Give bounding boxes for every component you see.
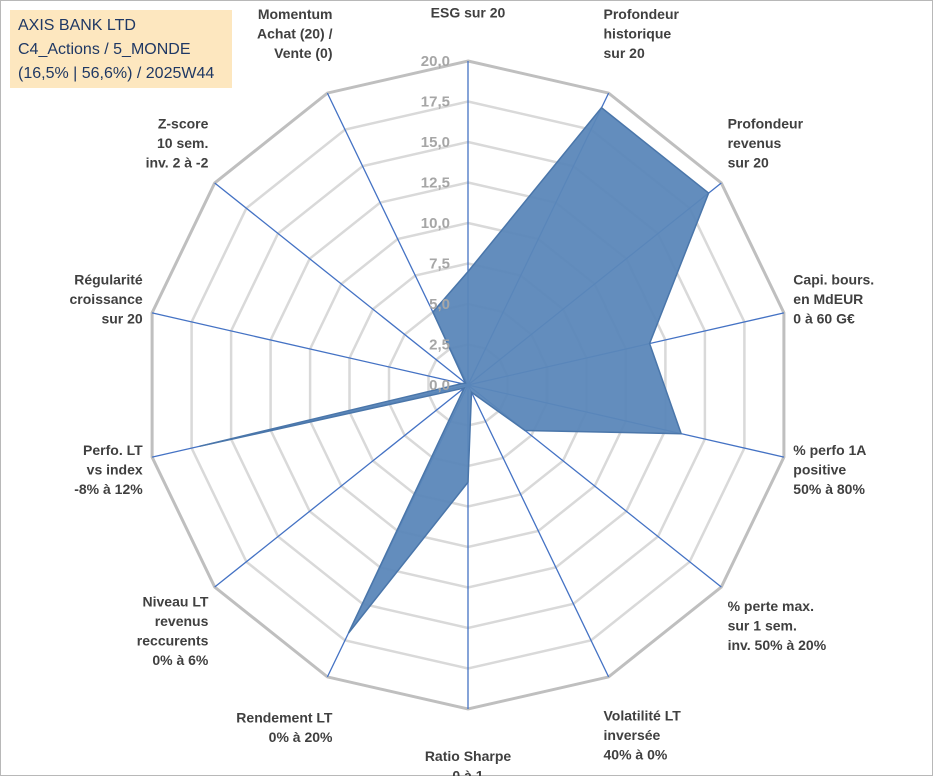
tick-label: 12,5 (421, 175, 450, 192)
tick-label: 20,0 (421, 53, 450, 70)
axis-label: Capi. bours. en MdEUR 0 à 60 G€ (793, 272, 874, 327)
axis-label-line: 10 sem. (157, 135, 208, 151)
info-box: AXIS BANK LTD C4_Actions / 5_MONDE (16,5… (10, 10, 232, 88)
axis-label-line: Volatilité LT (604, 708, 682, 724)
axis-label: % perte max. sur 1 sem. inv. 50% à 20% (728, 598, 827, 653)
tick-label: 5,0 (429, 296, 450, 313)
axis-label-line: Perfo. LT (83, 442, 143, 458)
axis-label-line: Rendement LT (236, 709, 333, 725)
axis-label: Niveau LT revenus reccurents 0% à 6% (137, 594, 209, 669)
axis-label-line: Z-score (158, 116, 209, 132)
axis-label-line: reccurents (137, 633, 209, 649)
axis-label-line: Ratio Sharpe (425, 748, 512, 764)
axis-label: Profondeur revenus sur 20 (728, 116, 804, 171)
axis-label-line: Niveau LT (143, 594, 209, 610)
axis-label-line: Profondeur (604, 6, 680, 22)
info-category: C4_Actions / 5_MONDE (18, 41, 191, 58)
axis-label-line: Profondeur (728, 116, 804, 132)
tick-label: 17,5 (421, 94, 450, 111)
axis-label-line: revenus (155, 613, 209, 629)
axis-label: Volatilité LT inversée 40% à 0% (604, 708, 682, 763)
axis-label: Régularité croissance sur 20 (70, 272, 143, 327)
axis-label-line: Vente (0) (274, 45, 332, 61)
axis-label-line: ESG sur 20 (431, 4, 506, 20)
axis-label-line: Momentum (258, 6, 333, 22)
axis-label-line: inv. 2 à -2 (146, 155, 209, 171)
axis-label: Momentum Achat (20) / Vente (0) (257, 6, 333, 61)
axis-label-line: inversée (604, 727, 661, 743)
axis-label-line: 40% à 0% (604, 747, 668, 763)
axis-label: Profondeur historique sur 20 (604, 6, 680, 61)
axis-label: Perfo. LT vs index -8% à 12% (74, 442, 143, 497)
tick-label: 7,5 (429, 256, 450, 273)
axis-label-line: 0% à 20% (269, 729, 333, 745)
axis-label-line: 0% à 6% (152, 652, 209, 668)
axis-label-line: sur 1 sem. (728, 617, 797, 633)
axis-label: Ratio Sharpe 0 à 1 (425, 748, 512, 776)
axis-label-line: sur 20 (101, 311, 142, 327)
label-layer: Note ESG sur 20 Profondeur historique sur 20… (70, 0, 875, 776)
axis-label-line: % perte max. (728, 598, 814, 614)
info-title: AXIS BANK LTD (18, 17, 136, 34)
tick-label: 2,5 (429, 337, 450, 354)
axis-label-line: % perfo 1A (793, 442, 866, 458)
axis-label-line: croissance (70, 291, 143, 307)
axis-label-line: Achat (20) / (257, 26, 333, 42)
tick-label: 10,0 (421, 215, 450, 232)
axis-spoke (151, 312, 469, 386)
axis-label-line: -8% à 12% (74, 481, 143, 497)
tick-layer: 0,0 2,5 5,0 7,5 10,0 12,5 15,0 17,5 20,0 (421, 53, 450, 394)
axis-spoke (467, 384, 610, 678)
axis-label-line: 0 à 60 G€ (793, 311, 855, 327)
axis-label-line: Régularité (74, 272, 143, 288)
axis-label-line: vs index (87, 461, 143, 477)
axis-label: Rendement LT 0% à 20% (236, 709, 333, 745)
axis-label-line: en MdEUR (793, 291, 863, 307)
axis-label-line: 50% à 80% (793, 481, 865, 497)
info-stats: (16,5% | 56,6%) / 2025W44 (18, 65, 215, 82)
axis-label-line: revenus (728, 135, 782, 151)
tick-label: 0,0 (429, 377, 450, 394)
axis-label: Z-score 10 sem. inv. 2 à -2 (146, 116, 209, 171)
axis-label-line: positive (793, 461, 846, 477)
axis-label-line: historique (604, 26, 672, 42)
axis-label-line: Capi. bours. (793, 272, 874, 288)
tick-label: 15,0 (421, 134, 450, 151)
axis-spoke (214, 182, 469, 386)
axis-label: Note ESG sur 20 (431, 0, 506, 20)
axis-label: % perfo 1A positive 50% à 80% (793, 442, 866, 497)
axis-label-line: sur 20 (604, 45, 645, 61)
axis-label-line: 0 à 1 (452, 768, 483, 776)
axis-label-line: sur 20 (728, 155, 769, 171)
axis-spoke (214, 384, 469, 588)
series-layer (199, 106, 710, 634)
axis-label-line: inv. 50% à 20% (728, 637, 827, 653)
axis-label-line: Note (452, 0, 483, 1)
